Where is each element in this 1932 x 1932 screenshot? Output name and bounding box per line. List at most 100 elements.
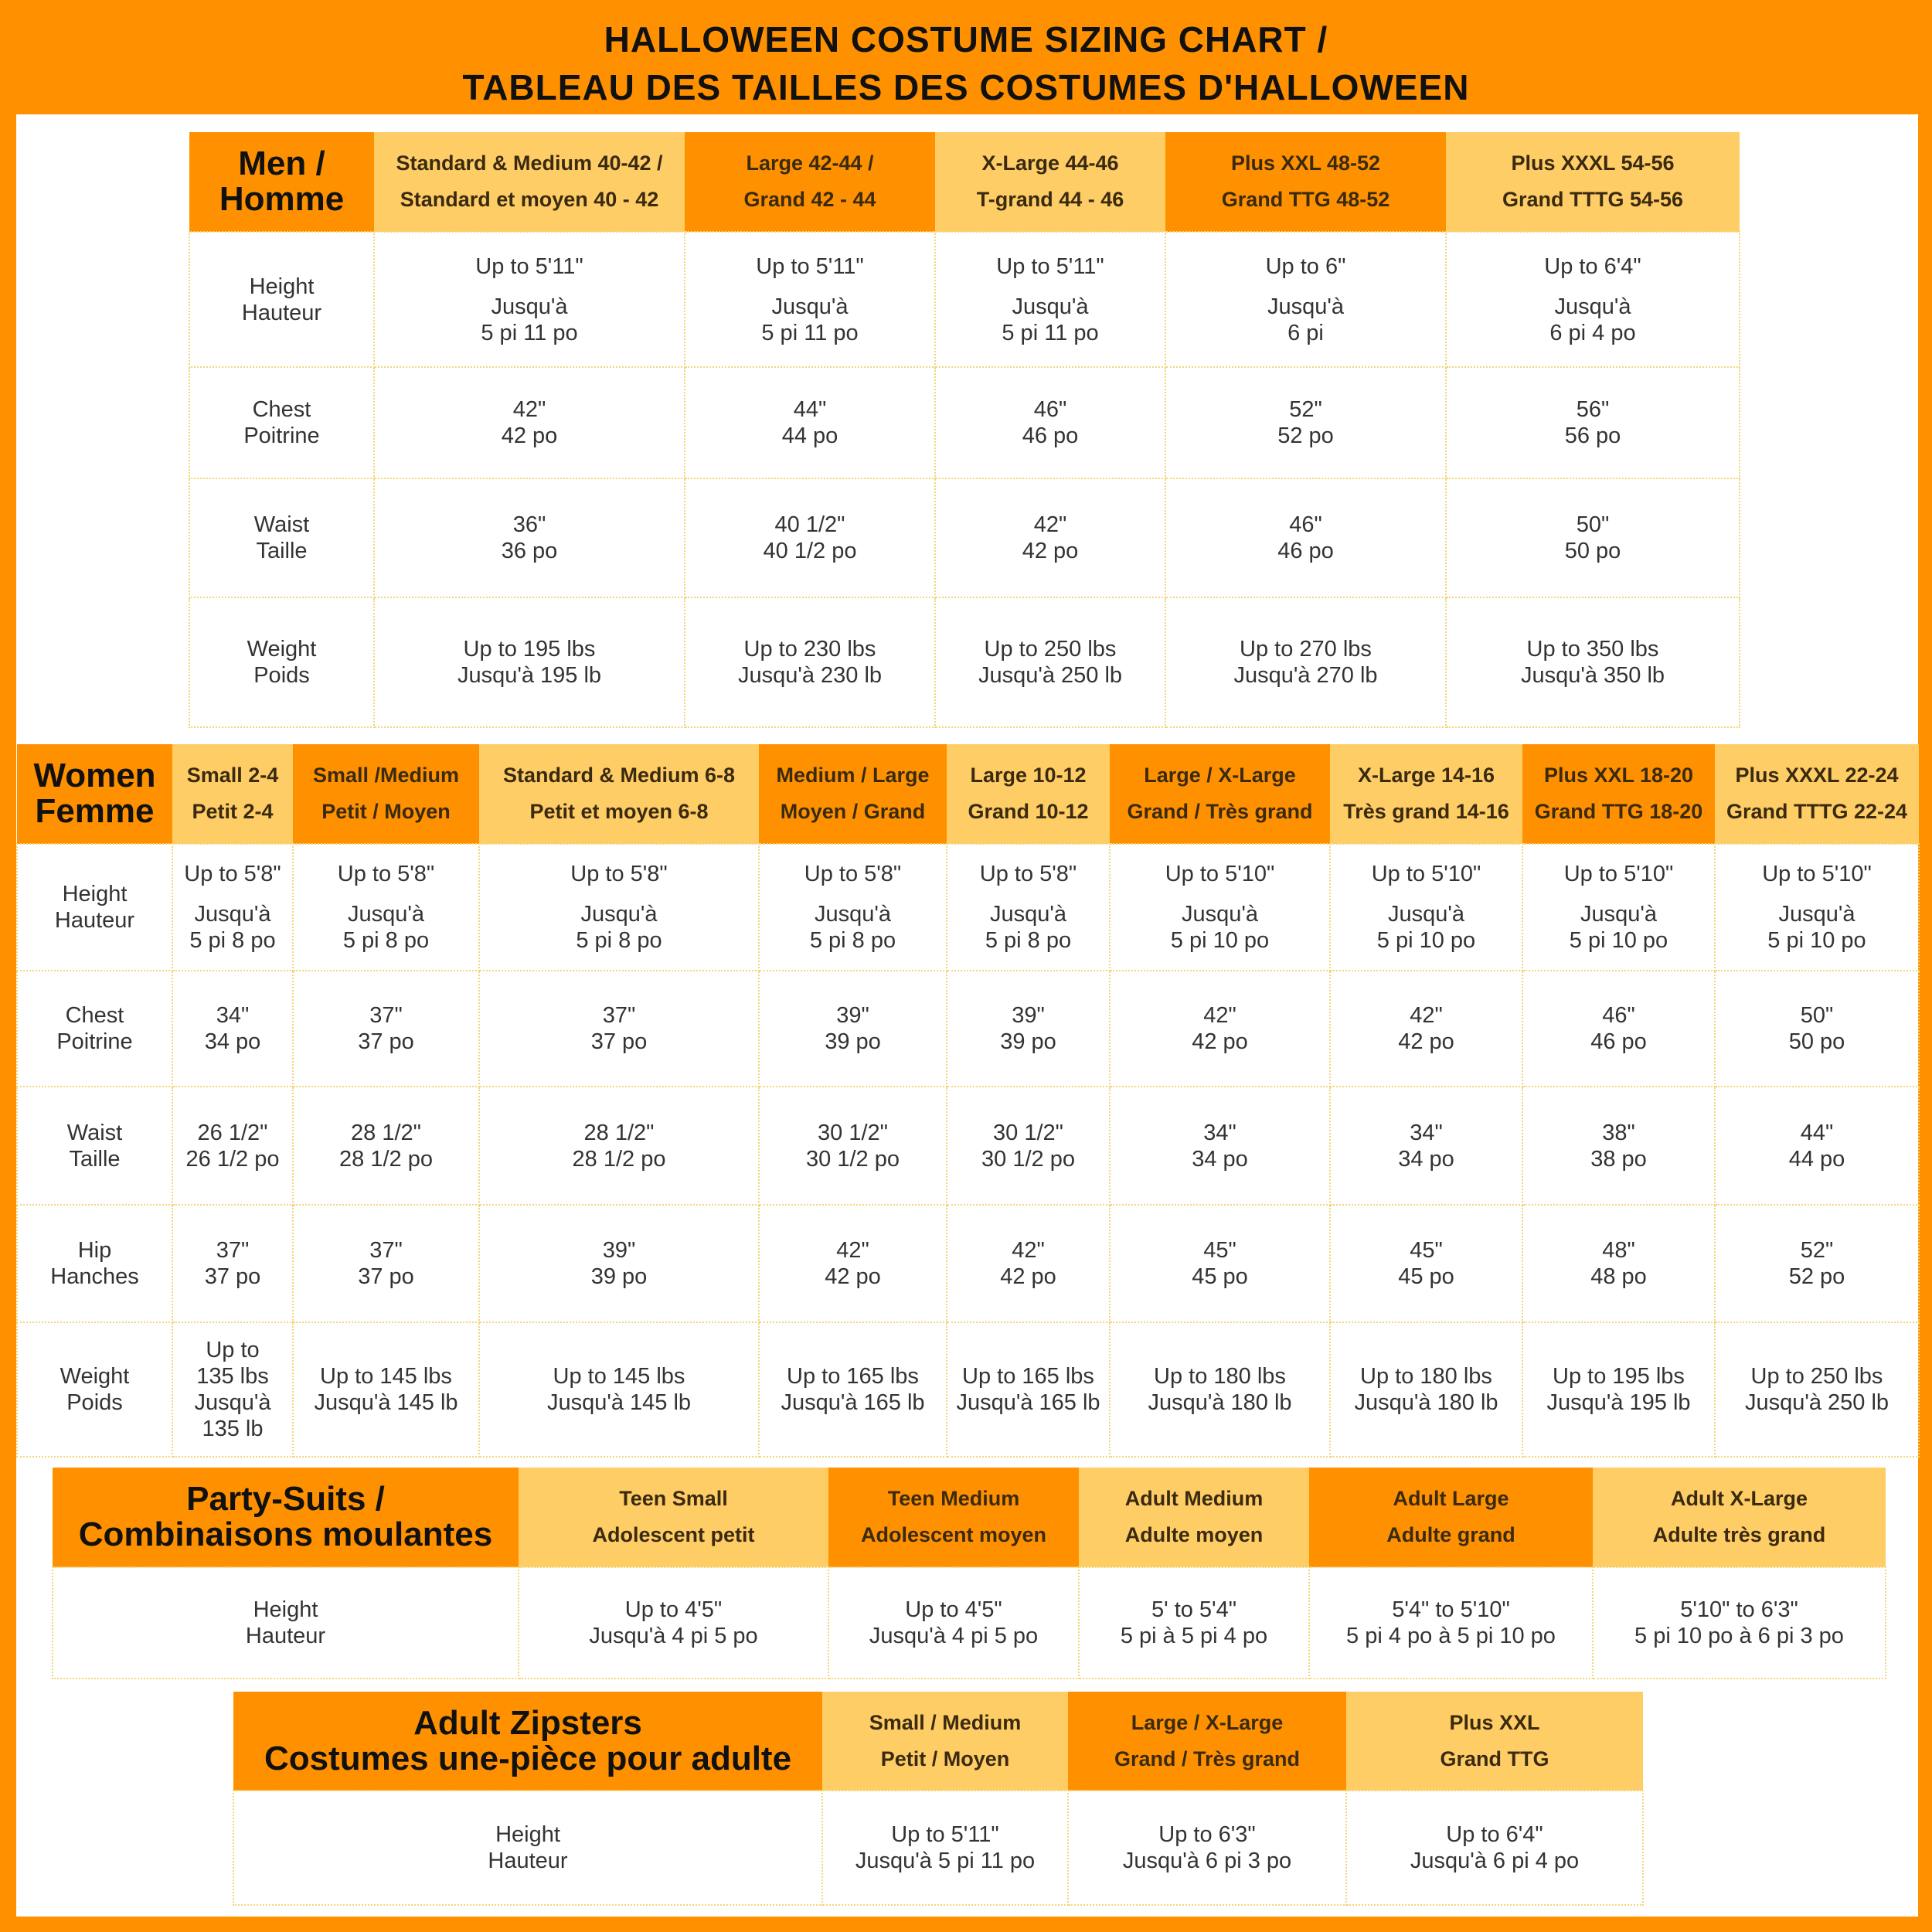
cell-text: Jusqu'à 4 pi 5 po [589,1624,758,1648]
spacer [375,280,684,294]
size-value-cell: Up to 5'8" Jusqu'à 5 pi 8 po [758,843,947,971]
measurement-label: Chest Poitrine [189,366,375,479]
women-section-label: Women Femme [17,744,172,844]
cell-text: 5 pi 11 po [1002,320,1099,345]
spacer [685,280,934,294]
cell-text: 26 1/2 po [185,1146,280,1172]
cell-text: 5 pi 11 po [761,320,859,345]
cell-text: Up to 5'8" [804,862,902,886]
size-value-cell: 26 1/2" 26 1/2 po [172,1086,294,1206]
cell-text: 37 po [358,1264,414,1289]
cell-text: Party-Suits / [186,1480,385,1518]
size-value-cell: 50" 50 po [1445,478,1740,598]
size-value-cell: 48" 48 po [1522,1204,1716,1323]
cell-text: 6 pi [1287,320,1324,345]
size-value-cell: 37" 37 po [172,1204,294,1323]
cell-text: Up to 6'3" [1158,1822,1256,1847]
cell-text: Jusqu'à [771,294,849,319]
cell-text: 56 po [1564,423,1621,448]
cell-text: Waist [253,512,310,537]
size-value-cell: 39" 39 po [946,970,1111,1087]
cell-text: Small 2-4 [186,764,279,787]
cell-text: Standard & Medium 40-42 / [396,151,663,175]
measurement-row: Chest Poitrine 34" 34 po 37" 37 po 37" 37 po 39"… [16,970,1920,1087]
measurement-label: Height Hauteur [189,231,375,368]
cell-text: Up to 145 lbs [320,1364,452,1389]
measurement-row: Waist Taille 26 1/2" 26 1/2 po 28 1/2" 28 1/2… [16,1086,1920,1206]
header-row: Men / Homme Standard & Medium 40-42 /Stand… [189,132,1740,232]
cell-text: 36" [512,512,546,537]
cell-text: Jusqu'à [491,294,568,319]
spacer [1716,887,1918,901]
size-value-cell: 34" 34 po [1109,1086,1331,1206]
measurement-row: Chest Poitrine 42" 42 po 44" 44 po 46" 46 po 52"… [189,366,1740,479]
size-value-cell: Up to 5'11" Jusqu'à 5 pi 11 po [821,1790,1069,1906]
cell-text: Weight [247,637,317,662]
cell-text: 34" [1410,1120,1443,1145]
cell-text: Adolescent petit [592,1523,755,1546]
cell-text: Poids [66,1390,123,1415]
cell-text: Up to 4'5" [624,1597,723,1622]
size-value-cell: 52" 52 po [1165,366,1447,479]
cell-text: Jusqu'à [1012,294,1089,319]
cell-text: 52" [1800,1238,1834,1263]
cell-text: Men / [238,145,325,182]
measurement-row: Waist Taille 36" 36 po 40 1/2" 40 1/2 po 42" 42… [189,478,1740,598]
size-column-header: Adult Large Adulte grand [1309,1468,1593,1567]
size-value-cell: 39" 39 po [478,1204,760,1323]
cell-text: 39" [602,1238,636,1263]
cell-text: 6 pi 4 po [1549,320,1636,345]
cell-text: Up to 350 lbs [1526,637,1659,662]
measurement-label: Waist Taille [16,1086,173,1206]
cell-text: Up to 5'10" [1165,862,1275,886]
cell-text: Plus XXL 18-20 [1543,764,1694,787]
cell-text: Hanches [50,1264,139,1289]
cell-text: 34" [1203,1120,1236,1145]
cell-text: Taille [256,539,308,563]
cell-text: 52 po [1277,423,1334,448]
cell-text: 44" [1800,1120,1834,1145]
cell-text: 28 1/2 po [572,1146,666,1172]
cell-text: 45 po [1192,1264,1248,1289]
cell-text: Jusqu'à [580,902,658,927]
cell-text: 5 pi 10 po [1170,928,1270,953]
cell-text: Up to 5'10" [1762,862,1872,886]
chart-title: HALLOWEEN COSTUME SIZING CHART / TABLEAU… [0,15,1932,111]
cell-text: 44 po [1788,1146,1845,1172]
size-column-header: Plus XXL 18-20 Grand TTG 18-20 [1522,744,1715,844]
cell-text: Grand TTG [1440,1747,1549,1770]
cell-text: 42 po [1022,539,1079,563]
size-value-cell: 45" 45 po [1329,1204,1523,1323]
spacer [947,887,1109,901]
cell-text: Jusqu'à 145 lb [314,1390,458,1415]
size-column-header: X-Large 14-16 Très grand 14-16 [1330,744,1522,844]
size-value-cell: 46" 46 po [1522,970,1716,1087]
cell-text: Up to 5'10" [1563,862,1674,886]
cell-text: Up to 5'11" [891,1822,999,1847]
cell-text: Up to 165 lbs [787,1364,919,1389]
cell-text: Jusqu'à 165 lb [781,1390,925,1415]
spacer [1447,280,1739,294]
size-column-header: Large / X-Large Grand / Très grand [1110,744,1330,844]
size-value-cell: 34" 34 po [172,970,294,1087]
size-column-header: Large / X-Large Grand / Très grand [1068,1692,1346,1791]
cell-text: Jusqu'à 145 lb [546,1390,692,1415]
cell-text: 30 1/2 po [981,1146,1075,1172]
measurement-row: Height Hauteur Up to 5'11" Jusqu'à 5 pi 11 … [233,1790,1644,1906]
cell-text: 50" [1576,512,1610,537]
cell-text: Petit / Moyen [321,800,451,823]
cell-text: T-grand 44 - 46 [976,188,1124,211]
cell-text: Adulte moyen [1124,1523,1264,1546]
size-column-header: Small / Medium Petit / Moyen [822,1692,1068,1791]
cell-text: Up to 195 lbs [463,637,596,662]
cell-text: Adulte très grand [1652,1523,1826,1546]
size-value-cell: Up to 270 lbs Jusqu'à 270 lb [1165,597,1447,728]
cell-text: 48 po [1590,1264,1647,1289]
cell-text: Grand / Très grand [1127,800,1313,823]
cell-text: 46 po [1277,539,1334,563]
cell-text: 45 po [1398,1264,1454,1289]
cell-text: 46 po [1022,423,1079,448]
size-value-cell: Up to 5'11" Jusqu'à 5 pi 11 po [373,231,685,368]
header-row: Adult Zipsters Costumes une-pièce pour ad… [233,1692,1643,1791]
cell-text: 42" [1203,1003,1236,1028]
